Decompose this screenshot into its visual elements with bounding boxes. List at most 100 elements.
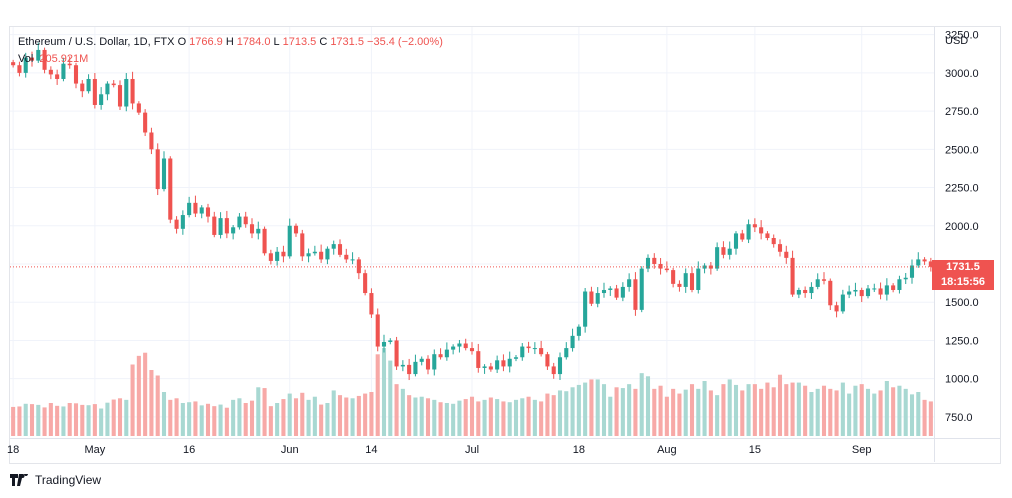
volume-bar [48,403,53,436]
candle-body [319,251,324,260]
volume-bar [438,402,443,436]
volume-bar [639,373,644,436]
candle-body [696,268,701,290]
x-tick-label: Aug [657,444,677,456]
candle-body [733,233,739,249]
candle-body [187,202,192,216]
volume-bar [526,396,531,436]
candle-body [595,293,600,304]
candle-body [840,294,845,312]
candle-body [312,251,317,254]
candle-body [501,360,506,367]
candle-body [909,265,915,278]
candle-body [677,283,682,287]
candle-body [608,288,613,290]
volume-bar [224,407,229,436]
volume-bar [275,403,280,436]
candle-body [884,285,889,295]
volume-bar [432,399,437,436]
volume-bar [86,405,91,436]
close-label: C [319,36,328,48]
candle-body [36,49,41,61]
volume-bar [237,398,242,436]
volume-bar [488,397,493,436]
price-axis: 3250.0 3000.0 2750.0 2500.0 2250.0 2000.0 1500… [945,30,979,424]
volume-bar [425,398,431,436]
volume-label[interactable]: Vol [18,53,34,65]
symbol-title[interactable]: Ethereum / U.S. Dollar, 1D, FTX [18,36,175,48]
candle-body [727,248,732,255]
chart-frame [9,26,1001,464]
volume-bar [878,390,883,436]
volume-bar [287,393,292,436]
candle-body [306,253,311,257]
volume-bar [576,384,581,436]
candle-body [375,314,380,347]
volume-bar [702,381,707,436]
candle-body [29,57,35,61]
volume-bar [476,401,481,436]
y-tick-label: 1000.0 [945,374,979,386]
candle-body [463,343,468,349]
volume-bar [821,385,827,436]
currency-label[interactable]: USD [945,35,969,47]
candle-body [759,227,764,234]
brand-name: TradingView [35,473,102,487]
candle-body [344,254,349,260]
volume-bar [344,397,349,436]
volume-bar [187,402,192,436]
volume-bar [777,374,783,436]
volume-bar [369,392,374,436]
volume-bar [205,403,211,436]
candle-body [507,358,512,367]
x-tick-label: 15 [749,444,761,456]
candle-body [878,288,883,295]
candle-body [388,340,393,342]
volume-bar [300,392,305,436]
volume-bar [312,396,317,436]
volume-bar [759,388,764,436]
volume-bar [268,406,273,436]
candle-body [55,74,60,79]
candle-body [67,63,72,66]
candle-body [564,348,569,358]
volume-bar [350,398,355,436]
candle-body [105,83,110,95]
volume-bar [451,403,456,436]
volume-bar [922,399,927,436]
candle-body [897,279,902,290]
candle-body [639,268,644,310]
candle-body [224,218,229,234]
candle-body [746,224,751,240]
candle-body [281,251,286,257]
candle-body [136,103,141,113]
y-tick-label: 2000.0 [945,221,979,233]
volume-bar [306,399,311,436]
candle-body [249,224,255,234]
volume-bar [513,399,519,436]
candle-body [325,248,330,260]
volume-bar [124,399,129,436]
low-label: L [273,36,280,48]
candle-body [451,346,456,350]
volume-bar [218,404,223,436]
candle-body [551,366,556,375]
volume-bar [532,399,537,436]
volume-bar [708,390,713,436]
candle-body [583,291,588,327]
candle-body [168,158,173,220]
candle-body [117,85,123,107]
volume-bar [614,387,619,436]
volume-bar [256,387,261,436]
candle-body [212,216,217,235]
volume-bar [212,406,217,436]
tradingview-logo[interactable]: TradingView [10,473,101,487]
volume-bar [633,388,638,436]
candle-body [689,273,695,290]
candle-body [916,259,921,266]
candle-body [777,244,783,252]
candle-body [432,354,437,370]
volume-bar [752,384,757,436]
candle-body [469,348,475,352]
